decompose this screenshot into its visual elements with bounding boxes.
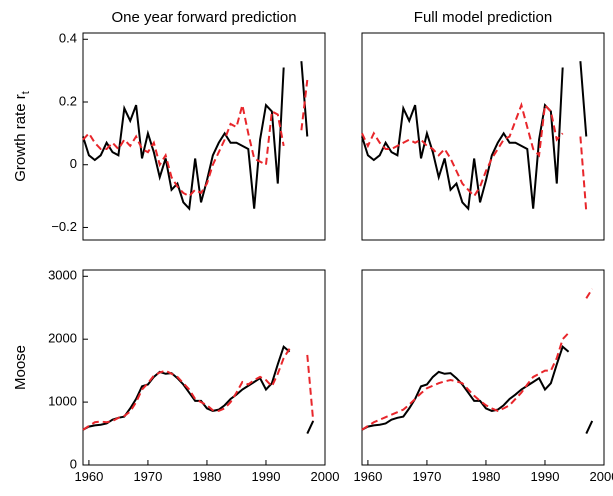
y-axis-label-subscript: t (20, 91, 32, 94)
y-axis-label: Moose (12, 345, 29, 390)
y-tick-label: 0.4 (59, 31, 77, 46)
axes-box (361, 32, 605, 241)
x-tick-label: 1970 (133, 469, 162, 484)
y-tick-label: −0.2 (51, 219, 77, 234)
panel-title: One year forward prediction (111, 9, 296, 26)
y-tick-label: 3000 (48, 268, 77, 283)
x-tick-label: 1960 (74, 469, 103, 484)
series-line (361, 288, 594, 431)
axes-box (361, 269, 605, 466)
y-tick-label: 0 (70, 456, 77, 471)
y-tick-label: 2000 (48, 331, 77, 346)
x-tick-label: 1990 (531, 469, 560, 484)
series-line (361, 345, 594, 434)
x-tick-label: 1980 (471, 469, 500, 484)
axes-box (82, 32, 326, 241)
x-tick-label: 1980 (192, 469, 221, 484)
y-tick-label: 1000 (48, 394, 77, 409)
y-tick-label: 0 (70, 156, 77, 171)
series-line (361, 101, 588, 212)
x-tick-label: 2000 (590, 469, 613, 484)
x-tick-label: 1990 (252, 469, 281, 484)
x-tick-label: 1970 (412, 469, 441, 484)
series-line (361, 61, 588, 211)
axes-box (82, 269, 326, 466)
x-tick-label: 2000 (311, 469, 340, 484)
x-tick-label: 1960 (353, 469, 382, 484)
y-axis-label-text: Moose (12, 345, 29, 390)
y-tick-label: 0.2 (59, 93, 77, 108)
series-line (82, 61, 309, 211)
panel-title: Full model prediction (414, 9, 552, 26)
series-line (82, 79, 309, 198)
series-line (82, 348, 315, 431)
y-axis-label: Growth rate rt (12, 91, 32, 182)
y-axis-label-text: Growth rate r (12, 94, 29, 182)
series-line (82, 345, 315, 434)
